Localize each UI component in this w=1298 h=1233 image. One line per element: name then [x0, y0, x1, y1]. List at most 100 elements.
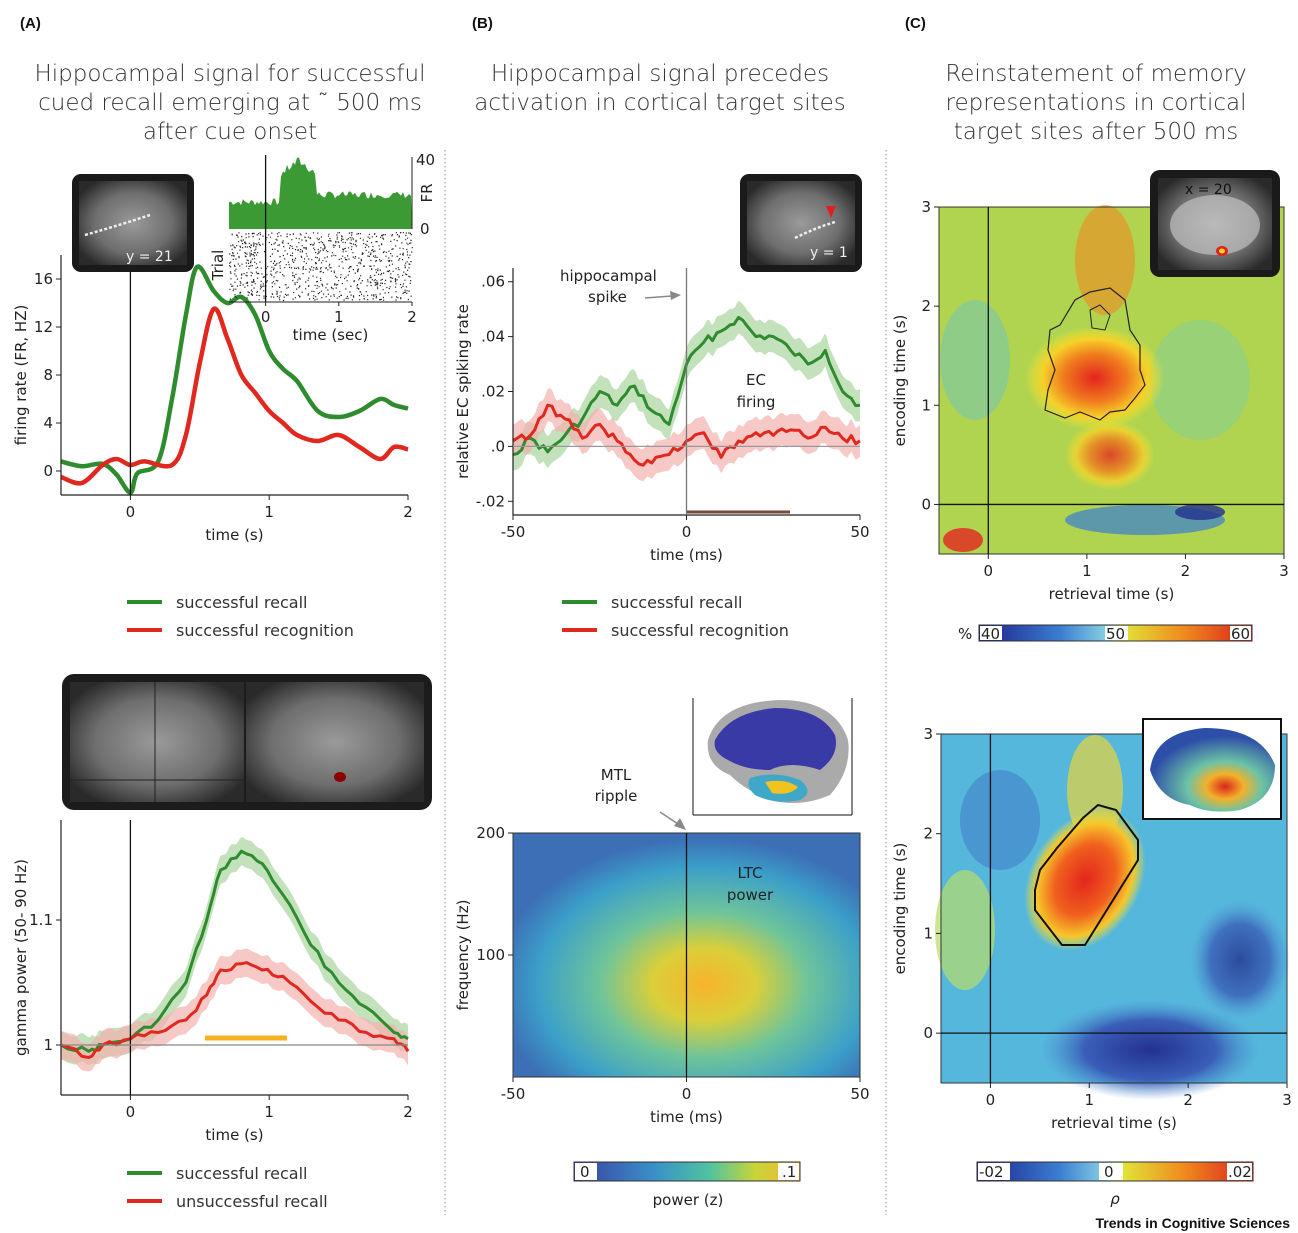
x-tick-label: 2: [403, 503, 413, 521]
colorbar-c-top-unit: %: [958, 625, 972, 643]
x-axis-label: time (s): [205, 1126, 263, 1144]
title-c: Reinstatement of memory representations …: [945, 61, 1246, 145]
heatmap-frame: [940, 733, 1288, 1084]
x-tick-label: 2: [1183, 1091, 1193, 1109]
x-tick-label: 3: [1282, 1091, 1292, 1109]
y-tick-label: 1: [43, 1036, 53, 1054]
y-axis-label: encoding time (s): [891, 843, 909, 975]
title-b: Hippocampal signal precedes activation i…: [474, 61, 846, 116]
legend-b-top-recall: successful recall: [611, 593, 742, 612]
x-tick-label: 50: [850, 1085, 869, 1103]
x-tick-label: -50: [501, 1085, 526, 1103]
y-tick-label: 100: [476, 946, 505, 964]
y-tick-label: 0: [923, 1024, 933, 1042]
svg-text:after cue onset: after cue onset: [143, 119, 317, 145]
y-tick-label: 3: [923, 725, 933, 743]
brain-inset-c-bottom: [1142, 718, 1282, 820]
y-tick-label: .04: [481, 328, 505, 346]
svg-text:spike: spike: [588, 288, 627, 306]
y-tick-label: 200: [476, 824, 505, 842]
y-tick-label: 1: [921, 396, 931, 414]
x-tick-label: 1: [1085, 1091, 1095, 1109]
mri-inset-a-top: y = 21: [72, 174, 194, 272]
legend-b-top: successful recall successful recognition: [562, 593, 789, 640]
svg-text:hippocampal: hippocampal: [560, 267, 657, 285]
raster-x-label: time (sec): [293, 326, 369, 344]
x-axis-label: time (ms): [650, 1108, 723, 1126]
y-tick-label: 3: [921, 198, 931, 216]
x-tick-label: 0: [986, 1091, 996, 1109]
panel-label-b: (B): [472, 15, 493, 32]
y-tick-label: .06: [481, 273, 505, 291]
raster-spikes: [229, 232, 413, 302]
colorbar-b-tick-1: .1: [782, 1163, 796, 1181]
raster-x-tick-label: 1: [334, 308, 344, 326]
brain-inset-b: [692, 698, 853, 816]
svg-text:activation in cortical target: activation in cortical target sites: [474, 90, 846, 116]
raster-y-label: Trial: [209, 250, 227, 282]
legend-a-top-recognition: successful recognition: [176, 621, 354, 640]
y-tick-label: 16: [34, 270, 53, 288]
colorbar-c-top: % 40 50 60: [958, 624, 1253, 643]
svg-text:Hippocampal signal for success: Hippocampal signal for successful: [34, 61, 425, 87]
x-tick-label: 3: [1279, 562, 1289, 580]
x-axis-label: time (ms): [650, 546, 723, 564]
x-tick-label: 0: [984, 562, 994, 580]
credit: Trends in Cognitive Sciences: [1095, 1215, 1290, 1231]
y-tick-label: 1: [923, 924, 933, 942]
chart-c-top: 0 1 2 3 0 1 2 3 retrieval time (s) encoding time …: [891, 198, 1289, 603]
y-tick-label: 2: [921, 297, 931, 315]
mri-inset-c-top: x = 20: [1150, 170, 1280, 277]
x-tick-label: 1: [264, 1103, 274, 1121]
y-tick-label: 8: [43, 366, 53, 384]
raster-x-tick-label: 0: [261, 308, 271, 326]
x-tick-label: 0: [682, 1085, 692, 1103]
svg-text:ripple: ripple: [595, 787, 638, 805]
svg-text:Reinstatement of memory: Reinstatement of memory: [945, 61, 1246, 87]
x-tick-label: 1: [264, 503, 274, 521]
y-axis-label: relative EC spiking rate: [454, 304, 472, 479]
x-axis-label: retrieval time (s): [1049, 585, 1175, 603]
error-band-green: [513, 301, 860, 471]
chart-b-top: -50 0 50 -.02 .0 .02 .04 .06 time (ms) relative E…: [454, 268, 870, 564]
y-tick-label: 1.1: [29, 911, 53, 929]
colorbar-c-bottom: -02 0 .02 ρ: [976, 1161, 1254, 1208]
series-line-green: [60, 849, 409, 1053]
colorbar-c-bottom-tick-pos: .02: [1228, 1163, 1252, 1181]
svg-text:firing: firing: [737, 393, 776, 411]
y-tick-label: 4: [43, 414, 53, 432]
annotation-ec-firing: EC firing: [737, 371, 776, 411]
colorbar-c-bottom-tick-neg: -02: [979, 1163, 1004, 1181]
y-tick-label: .0: [491, 437, 505, 455]
panel-label-a: (A): [20, 15, 41, 32]
mri-inset-a-bottom: [62, 674, 432, 810]
x-tick-label: -50: [501, 523, 526, 541]
colorbar-c-top-tick-50: 50: [1106, 625, 1125, 643]
legend-a-top: successful recall successful recognition: [127, 593, 354, 640]
raster-inset: 0 1 2 40 0 FR Trial time (sec): [209, 151, 436, 344]
x-tick-label: 0: [682, 523, 692, 541]
series-line-red: [60, 306, 409, 486]
inset-label-a-top: y = 21: [126, 249, 173, 265]
svg-text:LTC: LTC: [737, 864, 762, 882]
svg-text:cued recall emerging at ˜ 500: cued recall emerging at ˜ 500 ms: [38, 90, 422, 116]
raster-y2-label: FR: [418, 183, 436, 202]
annotation-hippo-spike: hippocampal spike: [560, 267, 681, 306]
title-a: Hippocampal signal for successful cued r…: [34, 61, 425, 145]
svg-text:EC: EC: [746, 371, 766, 389]
colorbar-c-top-tick-60: 60: [1231, 625, 1250, 643]
annotation-mtl-ripple: MTL ripple: [595, 766, 686, 830]
y-axis-label: frequency (Hz): [454, 900, 472, 1011]
chart-a-bottom: 0 1 2 1 1.1 time (s) gamma power (50- 90 Hz): [12, 820, 413, 1144]
colorbar-b-label: power (z): [653, 1191, 724, 1209]
legend-a-bottom-recall: successful recall: [176, 1164, 307, 1183]
y-tick-label: -.02: [476, 492, 505, 510]
legend-a-bottom-unsuccessful: unsuccessful recall: [176, 1192, 328, 1211]
colorbar-b-tick-0: 0: [580, 1163, 590, 1181]
y-tick-label: 0: [43, 462, 53, 480]
svg-text:target sites after 500 ms: target sites after 500 ms: [954, 119, 1239, 145]
y-axis-label: firing rate (FR, HZ): [12, 305, 30, 446]
svg-text:MTL: MTL: [601, 766, 632, 784]
panel-label-c: (C): [905, 15, 926, 32]
